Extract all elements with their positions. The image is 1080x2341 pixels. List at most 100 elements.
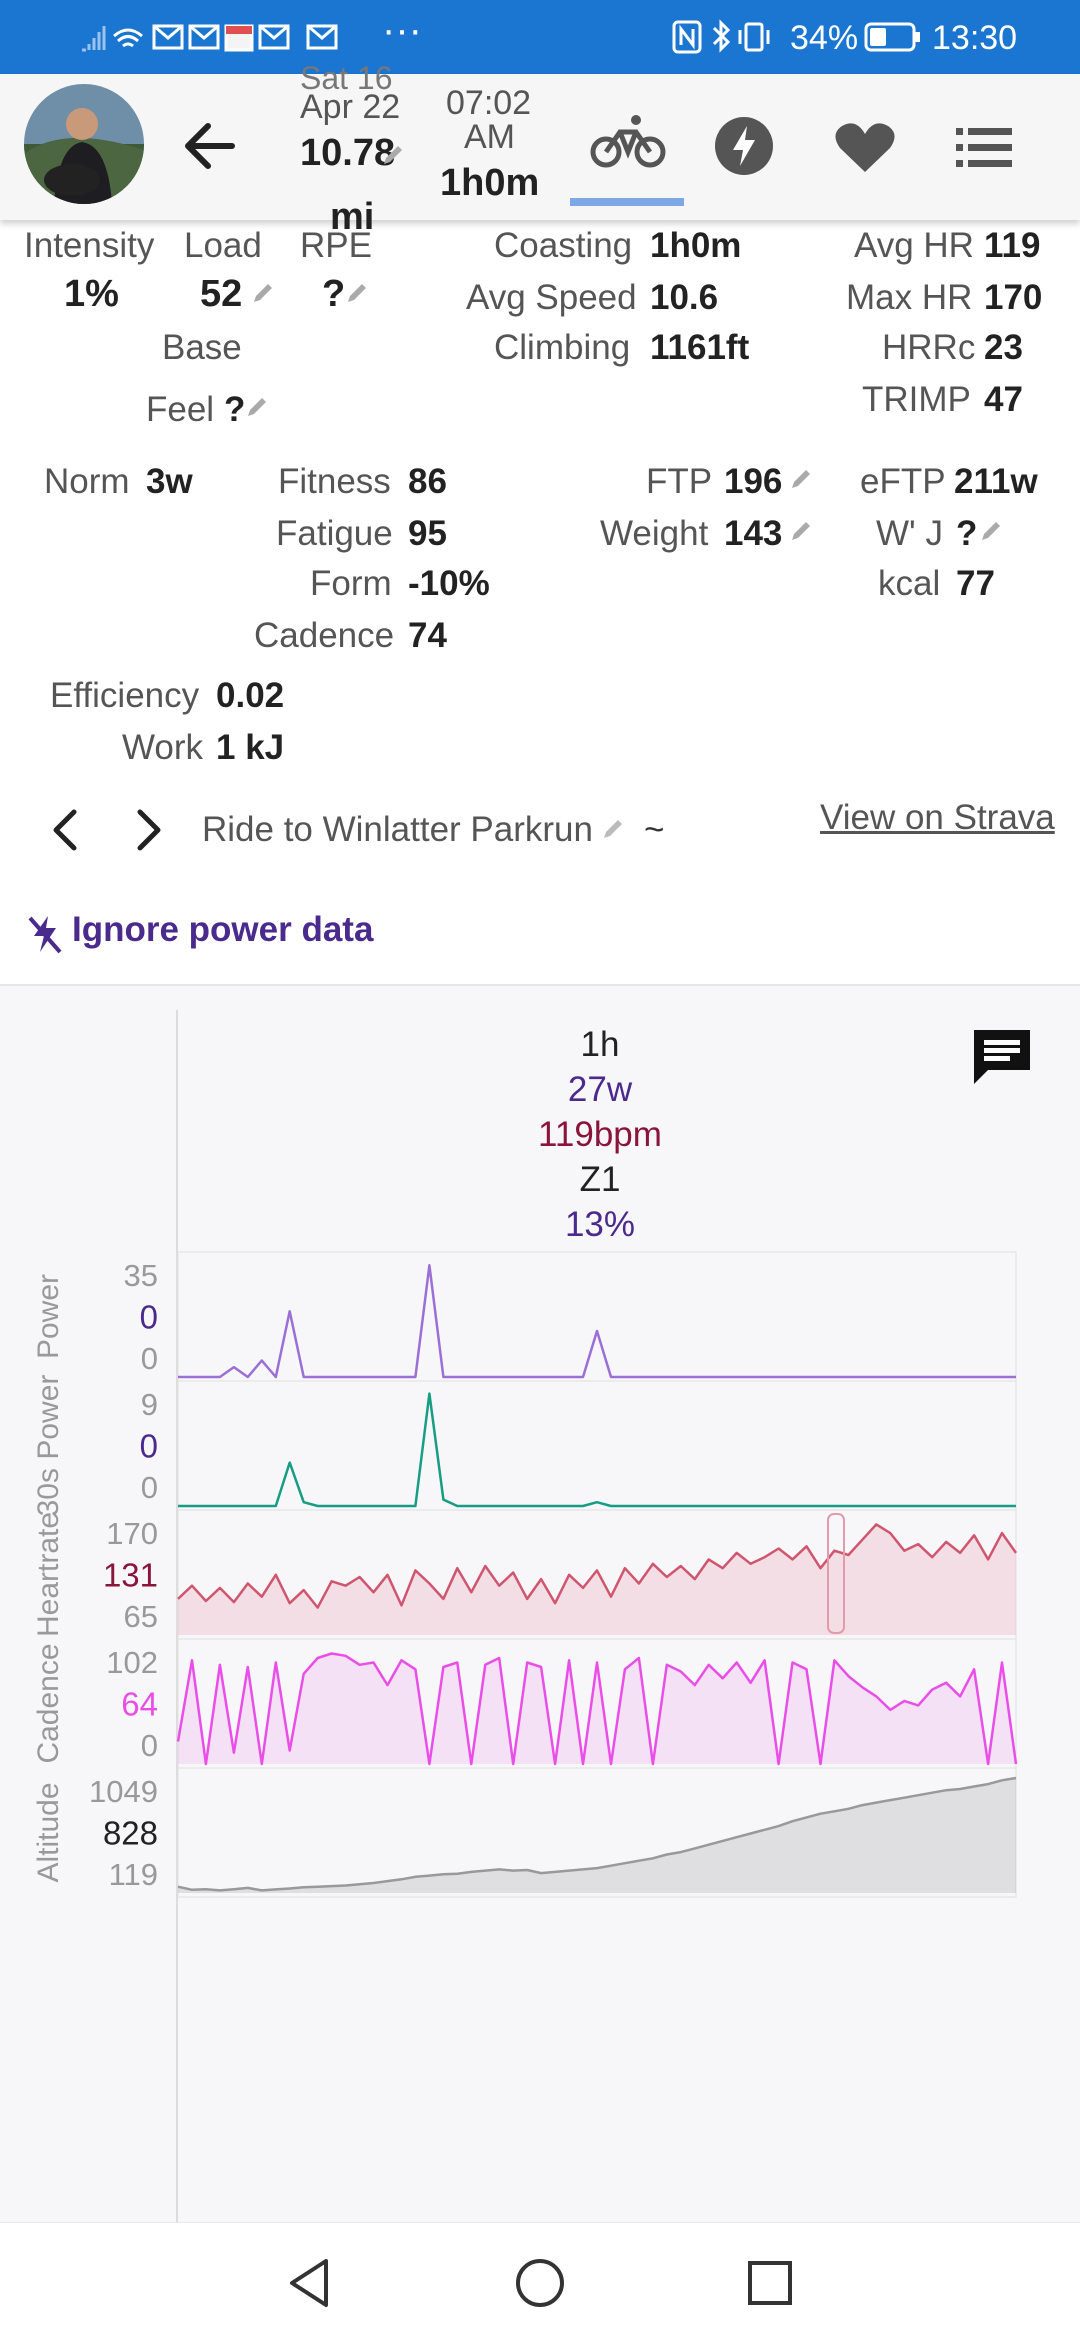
activity-time: 07:02 bbox=[446, 84, 532, 122]
cadence-tick-label: 64 bbox=[121, 1686, 158, 1723]
back-nav-icon[interactable] bbox=[286, 2257, 332, 2309]
trimp-value: 47 bbox=[984, 380, 1023, 419]
efficiency-label: Efficiency bbox=[50, 676, 200, 715]
norm-label: Norm bbox=[44, 462, 130, 501]
weight-value: 143 bbox=[724, 514, 783, 553]
wj-value: ? bbox=[956, 514, 978, 553]
bike-tab-icon[interactable] bbox=[590, 114, 666, 170]
cadence-tick-label: 102 bbox=[106, 1645, 158, 1680]
activity-name[interactable]: Ride to Winlatter Parkrun bbox=[202, 810, 593, 849]
30s-power-tick-label: 9 bbox=[141, 1387, 158, 1422]
heartrate-tick-label: 131 bbox=[103, 1557, 158, 1594]
climbing-value: 1161ft bbox=[650, 328, 750, 367]
kcal-label: kcal bbox=[878, 564, 941, 603]
date-partial: Sat 16 bbox=[300, 60, 393, 96]
edit-rpe-icon[interactable] bbox=[346, 282, 368, 304]
30s-power-panel bbox=[177, 1380, 1017, 1511]
efficiency-value: 0.02 bbox=[216, 676, 285, 715]
edit-load-icon[interactable] bbox=[252, 282, 274, 304]
work-label: Work bbox=[122, 728, 204, 767]
30s-power-axis-label: 30s Power bbox=[32, 1375, 65, 1517]
distance-unit: mi bbox=[330, 196, 375, 238]
pencil-icon[interactable] bbox=[382, 144, 404, 166]
altitude-tick-label: 119 bbox=[109, 1857, 158, 1892]
heartrate-series-line bbox=[177, 1523, 1018, 1609]
altitude-axis-label: Altitude bbox=[32, 1782, 65, 1882]
ignore-power-button[interactable]: Ignore power data bbox=[72, 910, 374, 949]
view-on-strava-link[interactable]: View on Strava bbox=[820, 798, 1055, 837]
30s-power-series-line bbox=[178, 1392, 1016, 1508]
list-tab-icon[interactable] bbox=[956, 126, 1012, 170]
coasting-value: 1h0m bbox=[650, 226, 742, 265]
heartrate-panel bbox=[177, 1509, 1017, 1640]
notification-icons bbox=[82, 24, 290, 52]
ftp-value: 196 bbox=[724, 462, 783, 501]
comment-icon[interactable] bbox=[970, 1026, 1034, 1088]
30s-power-tick-label: 0 bbox=[140, 1428, 158, 1465]
load-value: 52 bbox=[200, 273, 243, 315]
hrrc-value: 23 bbox=[984, 328, 1023, 367]
heart-tab-icon[interactable] bbox=[834, 120, 896, 174]
trimp-label: TRIMP bbox=[862, 380, 971, 419]
edit-name-icon[interactable] bbox=[602, 818, 624, 840]
power-panel bbox=[177, 1251, 1017, 1382]
edit-ftp-icon[interactable] bbox=[790, 468, 812, 490]
avg-hr-value: 119 bbox=[984, 226, 1041, 265]
mail-icon bbox=[306, 24, 338, 50]
heartrate-area bbox=[178, 1524, 1016, 1635]
max-hr-value: 170 bbox=[984, 278, 1043, 317]
max-hr-label: Max HR bbox=[846, 278, 973, 317]
battery-percent: 34% bbox=[790, 19, 859, 57]
battery-icon bbox=[864, 22, 920, 52]
cadence-panel bbox=[177, 1638, 1017, 1769]
system-nav-bar bbox=[0, 2222, 1080, 2341]
no-power-icon bbox=[28, 916, 62, 954]
cadence-axis-label: Cadence bbox=[32, 1643, 65, 1763]
status-time: 13:30 bbox=[932, 19, 1018, 57]
next-activity-icon[interactable] bbox=[134, 808, 164, 852]
home-nav-icon[interactable] bbox=[512, 2255, 568, 2311]
prev-activity-icon[interactable] bbox=[50, 808, 80, 852]
wj-label: W' J bbox=[876, 514, 943, 553]
edit-weight-icon[interactable] bbox=[790, 520, 812, 542]
power-series-line bbox=[178, 1264, 1016, 1379]
fatigue-value: 95 bbox=[408, 514, 447, 553]
eftp-value: 211w bbox=[954, 462, 1038, 501]
back-arrow-icon[interactable] bbox=[182, 118, 238, 174]
recents-nav-icon[interactable] bbox=[744, 2257, 796, 2309]
base-label: Base bbox=[162, 328, 242, 367]
interval-summary: 1h 27w 119bpm Z1 13% bbox=[480, 1022, 720, 1247]
power-tick-label: 35 bbox=[124, 1258, 158, 1293]
activity-tilde: ~ bbox=[644, 810, 665, 849]
rpe-label: RPE bbox=[300, 226, 372, 265]
fitness-value: 86 bbox=[408, 462, 447, 501]
avatar[interactable] bbox=[24, 84, 144, 204]
cadence-area bbox=[178, 1653, 1016, 1764]
connectivity-icons bbox=[672, 19, 770, 54]
edit-wj-icon[interactable] bbox=[980, 520, 1002, 542]
ftp-label: FTP bbox=[646, 462, 713, 501]
activity-date: Apr 22 bbox=[300, 88, 401, 126]
climbing-label: Climbing bbox=[494, 328, 631, 367]
activity-chart-panels: Power 35 0 0 30s Power 9 0 0 Heartrate 170 131 65 Ca… bbox=[32, 1251, 1018, 1898]
tab-underline bbox=[570, 198, 684, 206]
eftp-label: eFTP bbox=[860, 462, 946, 501]
activity-charts: 1h 27w 119bpm Z1 13% Power 35 0 0 30s Power 9… bbox=[0, 984, 1080, 2230]
status-bar: ··· 34% 13:30 bbox=[0, 0, 1080, 74]
power-tab-icon[interactable] bbox=[714, 116, 774, 176]
more-notifications-icon: ··· bbox=[382, 8, 422, 52]
norm-value: 3w bbox=[146, 462, 193, 501]
30s-power-tick-label: 0 bbox=[141, 1470, 158, 1505]
cadence-series-line bbox=[176, 1652, 1018, 1766]
interval-hr: 119bpm bbox=[538, 1115, 662, 1154]
interval-duration: 1h bbox=[580, 1025, 620, 1064]
avg-speed-label: Avg Speed bbox=[466, 278, 637, 317]
interval-zone: Z1 bbox=[579, 1160, 621, 1199]
cadence-label: Cadence bbox=[254, 616, 395, 655]
altitude-panel bbox=[177, 1767, 1017, 1898]
kcal-value: 77 bbox=[956, 564, 995, 603]
edit-feel-icon[interactable] bbox=[246, 396, 268, 418]
interval-divider bbox=[176, 1010, 178, 2230]
activity-header: Sat 16 Apr 22 10.78 mi 07:02 AM 1h0m bbox=[0, 60, 1080, 238]
activity-distance: 10.78 bbox=[300, 132, 396, 174]
